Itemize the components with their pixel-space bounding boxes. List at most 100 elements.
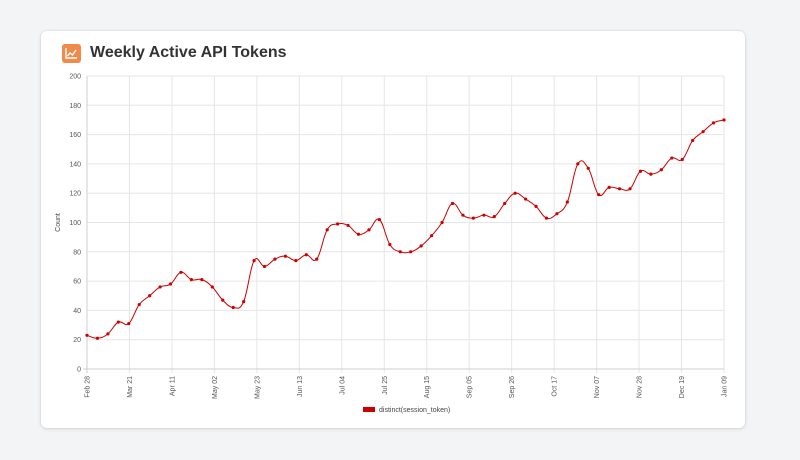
data-point[interactable] [659,168,663,172]
data-point[interactable] [492,215,496,219]
data-point[interactable] [409,250,413,254]
data-point[interactable] [85,333,89,337]
data-point[interactable] [503,201,507,206]
data-point[interactable] [106,332,110,336]
data-point[interactable] [555,212,559,216]
chart-card: 0 20 40 60 80 100 120 140 160 180 200 Feb 28 Mar 21… [41,31,745,428]
data-point[interactable] [388,242,392,247]
x-tick-label: Oct 17 [552,376,559,397]
line-chart: 0 20 40 60 80 100 120 140 160 180 200 Feb 28 Mar 21… [55,74,729,415]
y-tick-label: 200 [69,74,81,81]
data-point[interactable] [127,321,131,326]
data-point[interactable] [336,222,340,226]
x-tick-label: Aug 15 [424,376,431,398]
data-point[interactable] [273,257,277,261]
legend-swatch [363,407,375,412]
data-point[interactable] [367,228,371,232]
data-point[interactable] [680,157,684,162]
chart-area: 0 20 40 60 80 100 120 140 160 180 200 Feb 28 Mar 21… [41,31,745,428]
x-tick-label: May 23 [254,376,261,399]
line-chart-icon [62,43,81,63]
chart-title: Weekly Active API Tokens [90,44,287,61]
data-point[interactable] [419,244,423,248]
data-point[interactable] [252,258,256,263]
data-point[interactable] [523,197,528,201]
data-point[interactable] [325,228,329,232]
axes [83,76,724,373]
data-point[interactable] [565,200,569,204]
data-point[interactable] [242,300,246,304]
legend[interactable]: distinct(session_token) [363,407,450,414]
data-point[interactable] [471,216,475,220]
grid-lines [86,75,725,373]
x-tick-label: May 02 [212,376,219,399]
data-point[interactable] [116,320,120,324]
data-point[interactable] [200,278,204,282]
y-tick-label: 120 [69,191,81,198]
y-axis-label: Count [55,213,62,232]
data-point[interactable] [231,305,235,310]
data-point[interactable] [158,285,162,289]
x-tick-label: Jun 13 [297,376,304,397]
y-tick-label: 80 [73,249,81,256]
data-point[interactable] [482,213,486,217]
x-tick-labels: Feb 28 Mar 21 Apr 11 May 02 May 23 Jun 13 Jul … [85,376,729,399]
y-tick-labels: 0 20 40 60 80 100 120 140 160 180 200 [69,74,81,374]
x-tick-label: Feb 28 [85,376,92,398]
y-tick-label: 40 [73,308,81,315]
y-tick-label: 140 [69,161,81,168]
data-point[interactable] [210,285,214,289]
data-point[interactable] [701,130,705,134]
data-point[interactable] [628,187,632,191]
x-tick-label: Sep 05 [467,376,474,398]
data-point[interactable] [711,121,716,125]
data-point[interactable] [221,298,225,302]
data-point[interactable] [544,216,549,220]
data-point[interactable] [430,234,434,238]
data-point[interactable] [513,191,517,195]
y-tick-label: 60 [73,279,81,286]
y-tick-label: 160 [69,132,81,139]
data-point[interactable] [377,217,381,222]
data-point[interactable] [440,220,444,225]
data-point[interactable] [638,169,643,173]
x-tick-label: Sep 26 [509,376,516,398]
data-point[interactable] [356,232,361,236]
x-tick-label: Nov 07 [594,376,601,398]
card-header: Weekly Active API Tokens [62,42,287,64]
y-tick-label: 20 [73,337,81,344]
data-point[interactable] [450,201,455,206]
data-point[interactable] [617,187,622,191]
data-point[interactable] [294,258,298,263]
data-point[interactable] [722,118,726,122]
data-point[interactable] [691,138,695,143]
data-point[interactable] [576,162,580,166]
data-point[interactable] [189,278,194,282]
data-point[interactable] [346,223,350,228]
x-tick-label: Dec 19 [679,376,686,398]
data-point[interactable] [670,156,674,160]
data-point[interactable] [137,302,141,307]
data-point[interactable] [534,204,538,208]
data-point[interactable] [315,257,319,261]
data-point[interactable] [607,185,611,189]
series-points [85,118,726,340]
data-point[interactable] [398,250,402,254]
data-point[interactable] [283,254,288,258]
series-line [86,119,725,339]
data-point[interactable] [168,282,173,286]
data-point[interactable] [148,294,152,298]
data-point[interactable] [179,270,183,274]
data-point[interactable] [262,264,267,269]
data-point[interactable] [649,172,653,176]
x-tick-label: Nov 28 [637,376,644,398]
data-point[interactable] [304,253,308,257]
x-tick-label: Jan 09 [722,376,729,397]
data-point[interactable] [95,336,100,340]
x-tick-label: Jul 25 [382,376,389,395]
data-point[interactable] [597,193,601,197]
data-point[interactable] [461,213,465,217]
x-tick-label: Jul 04 [339,376,346,395]
data-point[interactable] [586,166,590,170]
x-tick-label: Mar 21 [127,376,134,398]
